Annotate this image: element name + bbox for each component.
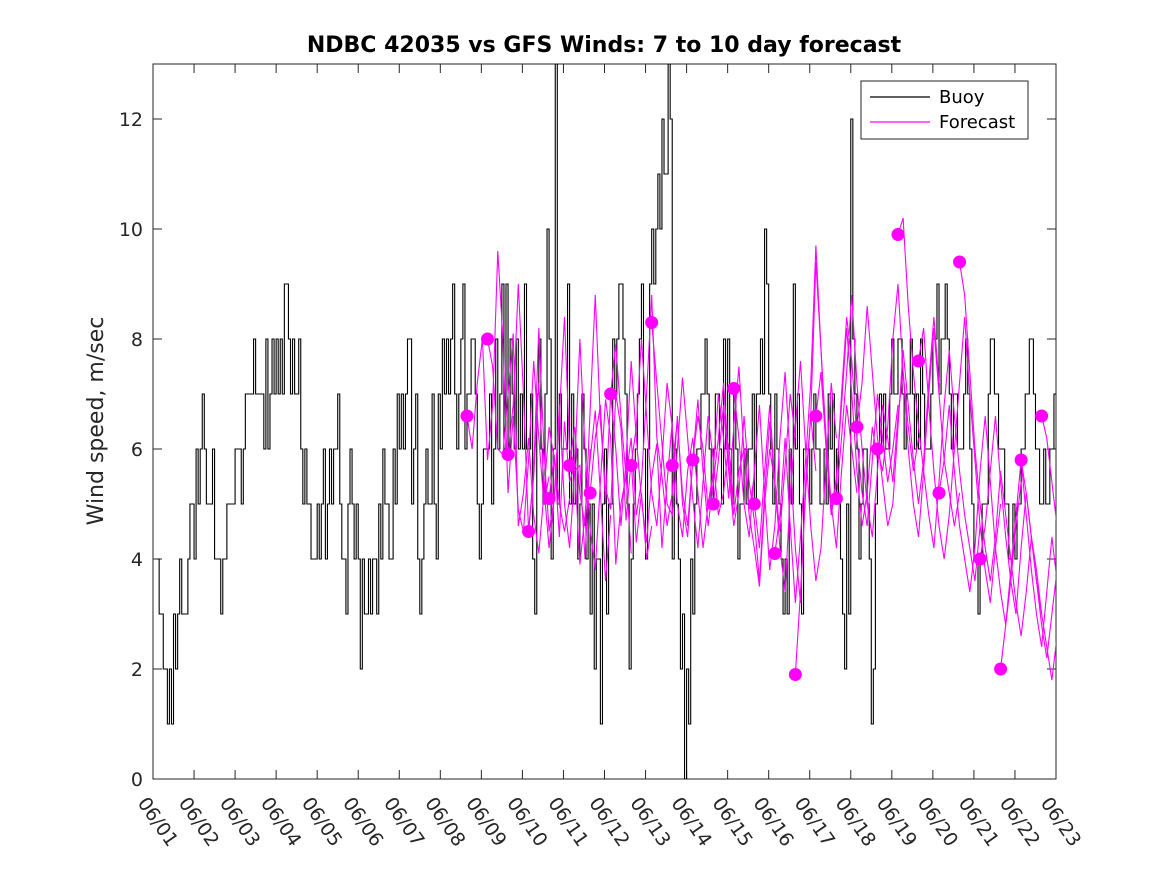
y-tick-label: 0 bbox=[131, 769, 143, 791]
series-forecast-line bbox=[712, 393, 796, 582]
series-forecast-line bbox=[651, 322, 735, 549]
forecast-start-point bbox=[850, 420, 864, 434]
y-tick-label: 4 bbox=[131, 549, 143, 571]
forecast-start-point bbox=[932, 486, 946, 500]
forecast-start-point bbox=[891, 228, 905, 241]
forecast-start-point bbox=[953, 255, 967, 269]
forecast-start-point bbox=[768, 547, 782, 560]
forecast-start-point bbox=[706, 497, 720, 511]
forecast-start-point bbox=[501, 448, 515, 461]
series-forecast-line bbox=[856, 305, 940, 527]
forecast-start-point bbox=[1035, 409, 1049, 423]
series-forecast-line bbox=[958, 261, 1043, 637]
legend-box bbox=[860, 80, 1029, 140]
series-forecast-line bbox=[528, 316, 612, 582]
forecast-start-point bbox=[788, 668, 802, 681]
legend-label-buoy: Buoy bbox=[939, 87, 985, 108]
series-forecast-line bbox=[589, 360, 673, 549]
series-forecast-line bbox=[979, 415, 1056, 659]
chart-title: NDBC 42035 vs GFS Winds: 7 to 10 day for… bbox=[307, 33, 902, 58]
forecast-start-point bbox=[665, 459, 679, 472]
y-axis-label: Wind speed, m/sec bbox=[84, 317, 109, 526]
forecast-start-point bbox=[542, 492, 556, 505]
forecast-start-point bbox=[583, 486, 597, 500]
series-forecast-line bbox=[507, 283, 591, 560]
series-forecast-line bbox=[1020, 459, 1056, 681]
forecast-start-point bbox=[563, 459, 577, 472]
series-forecast-line bbox=[876, 283, 961, 538]
series-forecast-line bbox=[630, 338, 714, 549]
forecast-start-point bbox=[624, 459, 638, 472]
series-forecast-line bbox=[917, 316, 1002, 604]
forecast-start-point bbox=[973, 552, 987, 566]
forecast-start-point bbox=[809, 409, 823, 423]
series-forecast-line bbox=[569, 294, 653, 560]
y-tick-label: 8 bbox=[131, 329, 143, 351]
forecast-start-point bbox=[645, 316, 659, 329]
y-tick-label: 2 bbox=[131, 659, 143, 681]
series-forecast-line bbox=[897, 217, 981, 582]
series-forecast-line bbox=[753, 360, 837, 593]
series-buoy-line bbox=[157, 64, 1056, 779]
series-forecast-line bbox=[1041, 415, 1056, 522]
forecast-start-point bbox=[522, 525, 536, 538]
forecast-start-point bbox=[747, 497, 761, 511]
series-forecast-line bbox=[1000, 459, 1056, 670]
series-forecast-line bbox=[548, 338, 632, 571]
forecast-start-point bbox=[604, 387, 618, 401]
series-forecast-line bbox=[466, 250, 550, 532]
legend-label-forecast: Forecast bbox=[939, 112, 1015, 133]
forecast-start-point bbox=[829, 492, 843, 505]
y-tick-label: 6 bbox=[131, 439, 143, 461]
plot-series bbox=[157, 64, 1056, 779]
y-tick-label: 10 bbox=[119, 219, 143, 241]
forecast-start-point bbox=[481, 332, 495, 346]
forecast-start-point bbox=[686, 453, 700, 467]
series-forecast-line bbox=[774, 245, 858, 604]
forecast-start-point bbox=[460, 409, 474, 423]
forecast-start-point bbox=[727, 382, 741, 395]
forecast-start-point bbox=[870, 442, 884, 456]
forecast-start-point bbox=[1014, 453, 1028, 467]
legend: Buoy Forecast bbox=[860, 80, 1029, 140]
forecast-start-point bbox=[912, 354, 925, 368]
y-tick-label: 12 bbox=[119, 109, 143, 131]
forecast-start-point bbox=[994, 662, 1008, 676]
